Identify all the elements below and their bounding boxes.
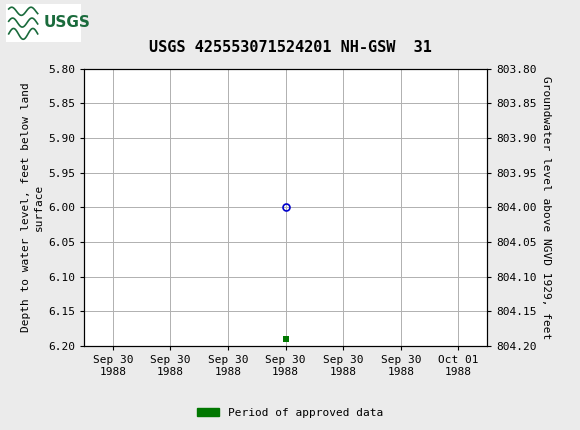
FancyBboxPatch shape bbox=[6, 3, 81, 42]
Y-axis label: Depth to water level, feet below land
surface: Depth to water level, feet below land su… bbox=[21, 83, 44, 332]
Text: USGS 425553071524201 NH-GSW  31: USGS 425553071524201 NH-GSW 31 bbox=[148, 40, 432, 55]
Y-axis label: Groundwater level above NGVD 1929, feet: Groundwater level above NGVD 1929, feet bbox=[541, 76, 551, 339]
Text: USGS: USGS bbox=[44, 15, 90, 30]
Legend: Period of approved data: Period of approved data bbox=[193, 403, 387, 422]
